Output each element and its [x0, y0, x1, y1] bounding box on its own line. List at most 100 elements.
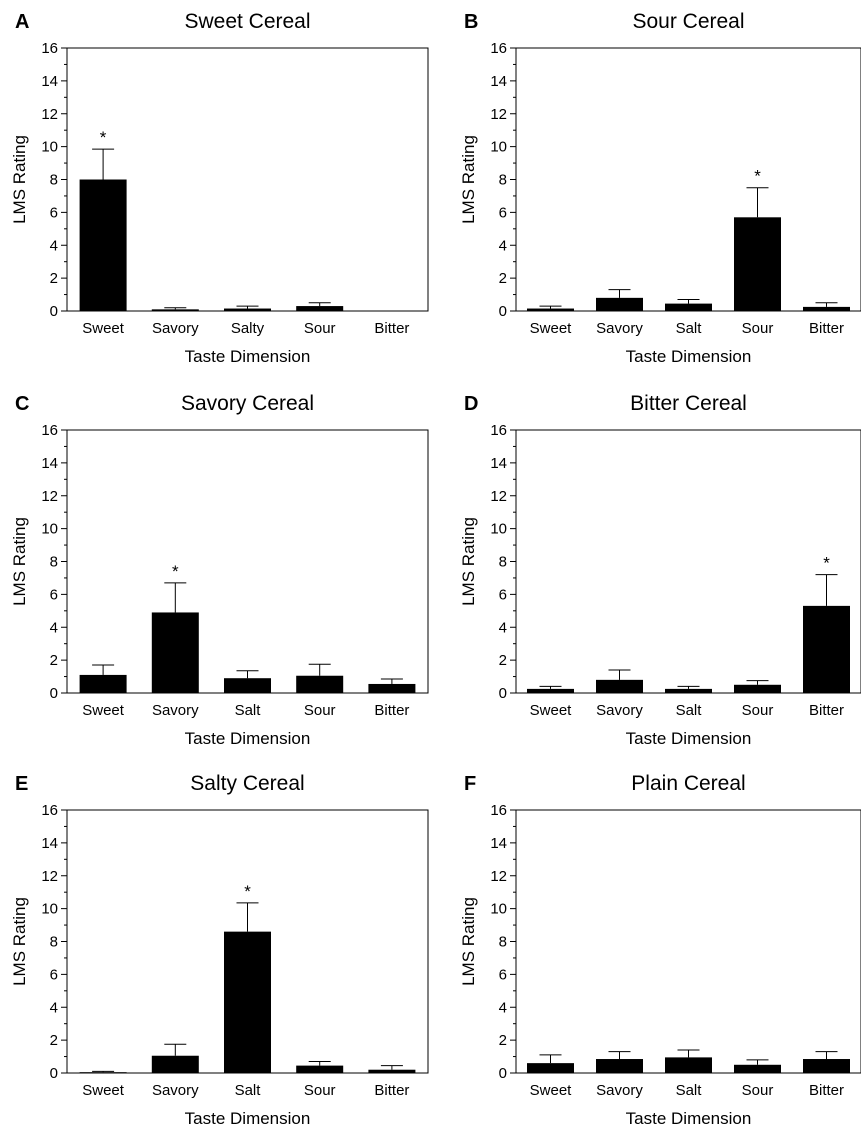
bar: [527, 688, 574, 693]
x-tick-label: Sweet: [82, 702, 125, 719]
x-axis-label: Taste Dimension: [626, 729, 752, 748]
bar: [368, 1069, 416, 1073]
bar: [79, 179, 127, 311]
bar: [596, 1059, 643, 1073]
y-tick-label: 6: [499, 966, 507, 983]
panel-letter: D: [464, 393, 478, 415]
bar: [803, 306, 850, 311]
x-tick-label: Bitter: [374, 1082, 409, 1099]
y-tick-label: 0: [50, 1065, 58, 1082]
y-tick-label: 16: [41, 422, 58, 439]
panel-letter: B: [464, 11, 478, 33]
y-tick-label: 6: [50, 586, 58, 603]
x-tick-label: Sweet: [530, 702, 573, 719]
bar: [368, 683, 416, 693]
chart-title: Salty Cereal: [190, 772, 304, 795]
bar: [734, 684, 781, 693]
y-axis-label: LMS Rating: [10, 135, 29, 224]
y-tick-label: 10: [490, 901, 507, 918]
y-tick-label: 8: [499, 554, 507, 571]
y-tick-label: 10: [41, 521, 58, 538]
y-tick-label: 16: [490, 802, 507, 819]
y-tick-label: 0: [50, 685, 58, 702]
y-tick-label: 14: [41, 835, 58, 852]
y-tick-label: 8: [50, 172, 58, 189]
bar: [527, 1063, 574, 1073]
plot-frame: [515, 47, 861, 312]
x-tick-label: Bitter: [809, 320, 844, 337]
x-tick-label: Salty: [231, 320, 265, 337]
bar: [803, 605, 850, 693]
x-tick-label: Savory: [596, 702, 643, 719]
y-tick-label: 2: [499, 1032, 507, 1049]
y-tick-label: 14: [490, 835, 507, 852]
y-tick-label: 16: [490, 422, 507, 439]
y-tick-label: 4: [50, 237, 58, 254]
x-axis-label: Taste Dimension: [626, 347, 752, 366]
bar: [665, 688, 712, 693]
bar: [224, 308, 271, 311]
y-tick-label: 10: [41, 901, 58, 918]
chart-panel-e: E Salty Cereal 0 2 4 6 8 10 12 14 16 LMS Rating Tast…: [10, 772, 429, 1126]
y-tick-label: 4: [499, 237, 507, 254]
y-tick-label: 6: [50, 966, 58, 983]
x-tick-label: Sour: [304, 320, 336, 337]
y-tick-label: 14: [41, 455, 58, 472]
y-tick-label: 8: [50, 934, 58, 951]
y-tick-label: 12: [41, 868, 58, 885]
x-tick-label: Bitter: [809, 1082, 844, 1099]
y-tick-label: 6: [499, 586, 507, 603]
x-tick-label: Sweet: [530, 320, 573, 337]
y-tick-label: 0: [499, 685, 507, 702]
bar: [296, 675, 344, 693]
significance-marker: *: [172, 562, 179, 581]
chart-panel-c: C Savory Cereal 0 2 4 6 8 10 12 14 16 LMS Rating Tas…: [10, 392, 429, 748]
y-tick-label: 0: [499, 1065, 507, 1082]
x-axis-label: Taste Dimension: [185, 1109, 311, 1126]
bar: [596, 297, 643, 311]
y-tick-label: 0: [50, 303, 58, 320]
bar: [596, 679, 643, 693]
bar: [803, 1059, 850, 1073]
y-tick-label: 12: [490, 868, 507, 885]
y-tick-label: 8: [499, 934, 507, 951]
plot-frame: [515, 809, 861, 1074]
y-axis-label: LMS Rating: [459, 517, 478, 606]
y-tick-label: 2: [50, 270, 58, 287]
x-tick-label: Sour: [304, 702, 336, 719]
x-tick-label: Sweet: [82, 320, 125, 337]
y-tick-label: 12: [41, 106, 58, 123]
bar: [224, 931, 271, 1073]
x-tick-label: Sweet: [530, 1082, 573, 1099]
x-tick-label: Salt: [676, 702, 703, 719]
x-tick-label: Savory: [152, 702, 199, 719]
x-axis-label: Taste Dimension: [626, 1109, 752, 1126]
x-axis-label: Taste Dimension: [185, 729, 311, 748]
y-tick-label: 4: [50, 999, 58, 1016]
x-tick-label: Sour: [304, 1082, 336, 1099]
y-tick-label: 16: [41, 40, 58, 57]
x-tick-label: Bitter: [809, 702, 844, 719]
y-axis-label: LMS Rating: [459, 897, 478, 986]
y-tick-label: 6: [50, 204, 58, 221]
panel-letter: E: [15, 773, 28, 795]
x-tick-label: Bitter: [374, 320, 409, 337]
y-tick-label: 14: [490, 455, 507, 472]
y-tick-label: 8: [50, 554, 58, 571]
panel-letter: C: [15, 393, 29, 415]
y-tick-label: 2: [499, 652, 507, 669]
y-tick-label: 2: [50, 652, 58, 669]
bar: [151, 309, 199, 311]
y-tick-label: 4: [50, 619, 58, 636]
y-tick-label: 2: [499, 270, 507, 287]
y-tick-label: 14: [490, 73, 507, 90]
y-axis-label: LMS Rating: [10, 897, 29, 986]
bar: [151, 612, 199, 693]
bar: [224, 678, 271, 693]
y-tick-label: 12: [490, 106, 507, 123]
y-tick-label: 14: [41, 73, 58, 90]
panel-letter: A: [15, 11, 29, 33]
x-tick-label: Salt: [676, 320, 703, 337]
chart-panel-a: A Sweet Cereal 0 2 4 6 8 10 12 14 16 LMS Rating Tast…: [10, 10, 429, 366]
